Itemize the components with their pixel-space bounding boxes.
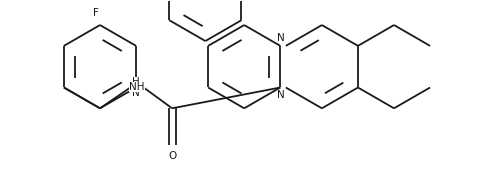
Text: N: N: [277, 90, 285, 100]
Text: H
N: H N: [132, 77, 140, 98]
Text: N: N: [277, 33, 285, 43]
Text: NH: NH: [129, 82, 145, 92]
Text: F: F: [93, 8, 99, 18]
Text: O: O: [168, 151, 176, 161]
